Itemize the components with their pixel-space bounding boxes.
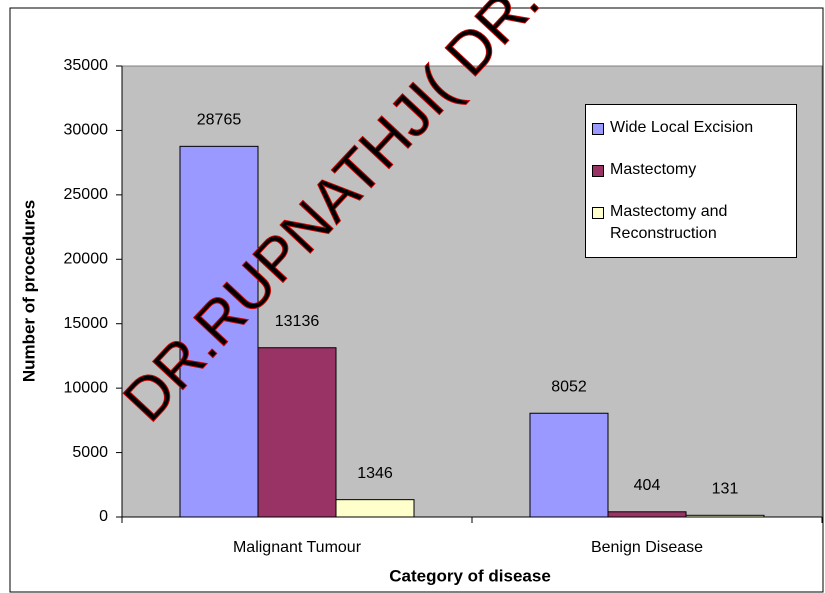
legend-label: Mastectomy and Reconstruction <box>610 203 728 242</box>
legend-swatch <box>592 123 604 135</box>
x-tick-label: Benign Disease <box>591 539 703 556</box>
legend-swatch <box>592 165 604 177</box>
chart-border <box>9 7 824 593</box>
legend-label: Wide Local Excision <box>610 119 754 136</box>
legend: Wide Local Excision Mastectomy Mastectomy … <box>585 104 797 258</box>
y-tick-label: 0 <box>99 508 108 525</box>
bar <box>179 145 259 518</box>
y-tick-label: 15000 <box>64 315 109 332</box>
y-tick-label: 5000 <box>72 444 108 461</box>
x-axis-label: Category of disease <box>389 566 551 585</box>
bar <box>607 511 687 518</box>
legend-item: Wide Local Excision <box>592 119 790 139</box>
bar <box>529 412 609 518</box>
value-label: 1346 <box>357 465 393 482</box>
legend-item: Mastectomy and Reconstruction <box>592 203 790 245</box>
y-tick-label: 25000 <box>64 186 109 203</box>
bar <box>257 347 337 518</box>
value-label: 8052 <box>551 378 587 395</box>
value-label: 404 <box>634 477 661 494</box>
bar <box>685 514 765 518</box>
bar <box>335 499 415 518</box>
value-label: 28765 <box>197 112 242 129</box>
y-tick-label: 35000 <box>64 57 109 74</box>
legend-label: Mastectomy <box>610 161 697 178</box>
legend-item: Mastectomy <box>592 161 790 181</box>
value-label: 13136 <box>275 313 320 330</box>
value-label: 131 <box>712 481 739 498</box>
y-axis-label: Number of procedures <box>19 200 38 382</box>
y-tick-label: 30000 <box>64 122 109 139</box>
x-tick-label: Malignant Tumour <box>233 539 362 556</box>
y-tick-label: 20000 <box>64 251 109 268</box>
legend-swatch <box>592 207 604 219</box>
y-tick-label: 10000 <box>64 379 109 396</box>
